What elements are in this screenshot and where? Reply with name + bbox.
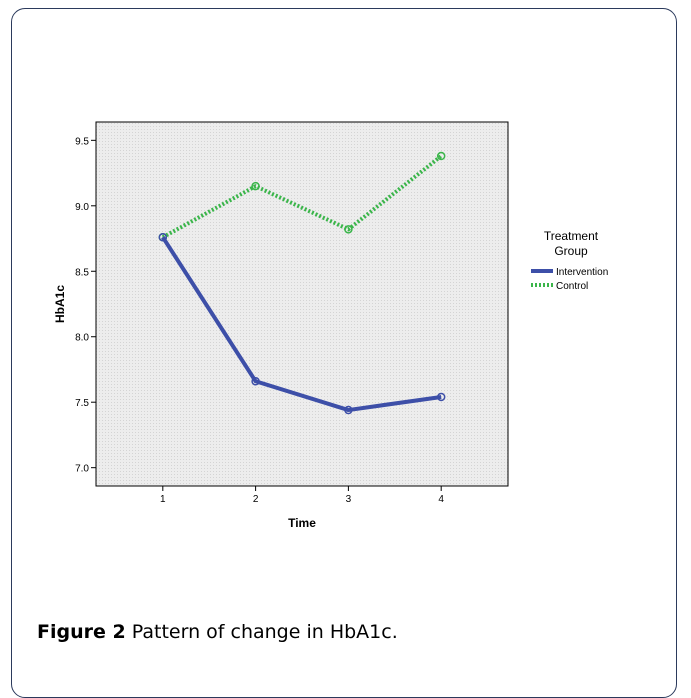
data-point-control — [251, 181, 260, 191]
y-axis: 7.0 7.5 8.0 8.5 9.0 9.5 — [75, 136, 96, 475]
y-tick-label: 8.0 — [75, 333, 89, 344]
data-point-intervention — [344, 405, 353, 415]
series-layer — [158, 151, 446, 415]
x-axis-label: Time — [288, 516, 316, 530]
series-line-intervention — [161, 236, 442, 413]
x-tick-label: 4 — [438, 494, 444, 505]
x-axis: 1 2 3 4 — [160, 486, 444, 505]
y-tick-label: 7.0 — [75, 464, 89, 475]
y-tick-label: 7.5 — [75, 398, 89, 409]
figure-caption: Figure 2 Pattern of change in HbA1c. — [37, 621, 398, 643]
y-tick-label: 9.0 — [75, 202, 89, 213]
x-tick-label: 1 — [160, 494, 166, 505]
data-point-intervention — [436, 392, 446, 402]
x-tick-label: 3 — [346, 494, 352, 505]
data-point-control — [436, 151, 446, 161]
legend-label-control: Control — [556, 281, 588, 292]
y-tick-label: 8.5 — [75, 267, 89, 278]
x-tick-label: 2 — [253, 494, 259, 505]
y-axis-label: HbA1c — [53, 285, 67, 323]
y-tick-label: 9.5 — [75, 136, 89, 147]
data-point-control — [344, 225, 353, 234]
legend: Treatment Group Intervention Control — [531, 229, 608, 292]
data-point-intervention — [158, 232, 168, 242]
legend-label-intervention: Intervention — [556, 267, 608, 278]
figure-caption-text: Pattern of change in HbA1c. — [131, 621, 398, 643]
series-line-control — [161, 154, 443, 239]
line-chart: 7.0 7.5 8.0 8.5 9.0 9.5 1 2 3 4 Time HbA1c Treat… — [53, 121, 608, 530]
figure-label: Figure 2 — [37, 621, 126, 643]
legend-title-line2: Group — [554, 244, 588, 258]
data-point-intervention — [251, 377, 260, 386]
plot-area — [95, 121, 509, 487]
legend-title-line1: Treatment — [544, 229, 599, 243]
